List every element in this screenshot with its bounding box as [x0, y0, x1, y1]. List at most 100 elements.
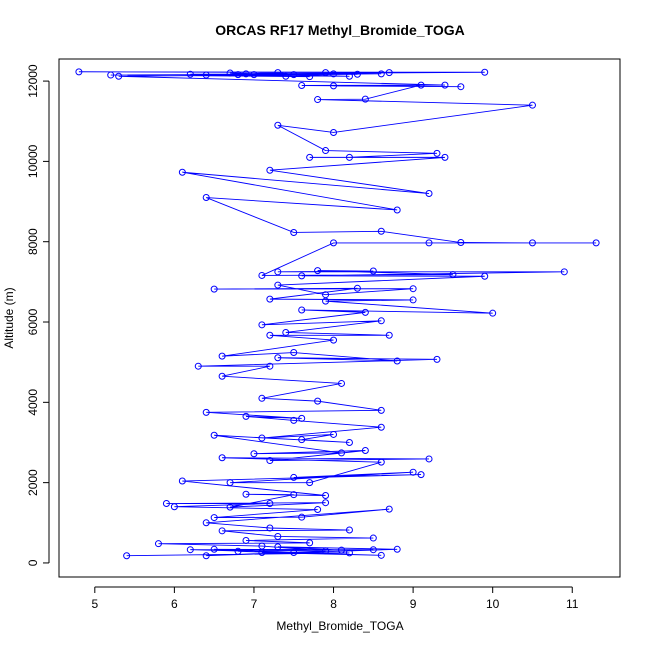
data-point — [266, 457, 274, 465]
data-point — [330, 430, 338, 438]
data-point — [393, 206, 401, 214]
data-point — [457, 239, 465, 247]
data-point — [377, 458, 385, 466]
data-point — [353, 284, 361, 292]
data-point — [449, 271, 457, 279]
y-axis: 0 2000 4000 6000 8000 10000 12000 — [26, 64, 50, 566]
data-point — [377, 227, 385, 235]
y-tick-label: 6000 — [26, 308, 40, 335]
plot-frame — [58, 58, 621, 578]
series-layer — [75, 68, 600, 560]
data-point — [433, 355, 441, 363]
data-point — [306, 73, 314, 81]
data-point — [330, 239, 338, 247]
data-point — [337, 449, 345, 457]
data-point — [377, 70, 385, 78]
data-point — [353, 70, 361, 78]
data-point — [154, 540, 162, 548]
data-point — [226, 69, 234, 77]
data-point — [218, 352, 226, 360]
data-point — [409, 285, 417, 293]
data-point — [528, 101, 536, 109]
data-point — [202, 552, 210, 560]
data-point — [266, 295, 274, 303]
data-point — [298, 414, 306, 422]
data-point — [107, 71, 115, 79]
data-point — [218, 372, 226, 380]
data-point — [242, 490, 250, 498]
data-point — [194, 362, 202, 370]
data-point — [409, 468, 417, 476]
data-point — [298, 513, 306, 521]
data-point — [266, 362, 274, 370]
data-point — [162, 500, 170, 508]
data-point — [322, 491, 330, 499]
data-point — [481, 272, 489, 280]
data-point — [322, 69, 330, 77]
data-point — [218, 527, 226, 535]
data-point — [393, 357, 401, 365]
data-point — [242, 536, 250, 544]
data-point — [417, 81, 425, 89]
data-point — [226, 503, 234, 511]
data-point — [218, 454, 226, 462]
data-point — [528, 239, 536, 247]
data-point — [345, 72, 353, 80]
data-point — [330, 70, 338, 78]
data-point — [560, 268, 568, 276]
data-point — [258, 321, 266, 329]
data-point — [234, 71, 242, 79]
data-point — [441, 81, 449, 89]
x-tick-label: 7 — [251, 597, 258, 611]
data-point — [202, 194, 210, 202]
data-point — [274, 121, 282, 129]
data-point — [306, 479, 314, 487]
plot-area — [58, 58, 621, 578]
data-point — [361, 447, 369, 455]
data-point — [314, 506, 322, 514]
y-axis-label: Altitude (m) — [2, 287, 16, 348]
data-point — [250, 450, 258, 458]
data-point — [258, 271, 266, 279]
data-point — [186, 546, 194, 554]
data-point — [337, 546, 345, 554]
data-point — [322, 291, 330, 299]
data-point — [314, 397, 322, 405]
data-point — [314, 96, 322, 104]
data-point — [345, 153, 353, 161]
data-point — [330, 128, 338, 136]
data-point — [337, 379, 345, 387]
x-tick-label: 8 — [330, 597, 337, 611]
data-point — [290, 71, 298, 79]
data-point — [417, 471, 425, 479]
data-point — [345, 549, 353, 557]
data-point — [274, 281, 282, 289]
y-tick-label: 2000 — [26, 469, 40, 496]
data-point — [592, 239, 600, 247]
data-point — [330, 82, 338, 90]
data-point — [178, 477, 186, 485]
data-point — [441, 153, 449, 161]
data-point — [345, 438, 353, 446]
data-point — [481, 68, 489, 76]
data-point — [361, 95, 369, 103]
data-point — [242, 70, 250, 78]
y-tick-label: 8000 — [26, 228, 40, 255]
data-point — [385, 331, 393, 339]
data-point — [210, 285, 218, 293]
data-point — [210, 431, 218, 439]
data-point — [369, 546, 377, 554]
series-line — [78, 71, 597, 557]
data-point — [210, 545, 218, 553]
x-axis-label: Methyl_Bromide_TOGA — [276, 619, 403, 633]
data-point — [377, 317, 385, 325]
data-point — [226, 479, 234, 487]
y-tick-label: 4000 — [26, 389, 40, 416]
y-tick-label: 10000 — [26, 144, 40, 178]
data-point — [369, 534, 377, 542]
data-point — [369, 267, 377, 275]
x-axis: 5 6 7 8 9 10 11 — [91, 586, 579, 611]
data-point — [385, 69, 393, 77]
